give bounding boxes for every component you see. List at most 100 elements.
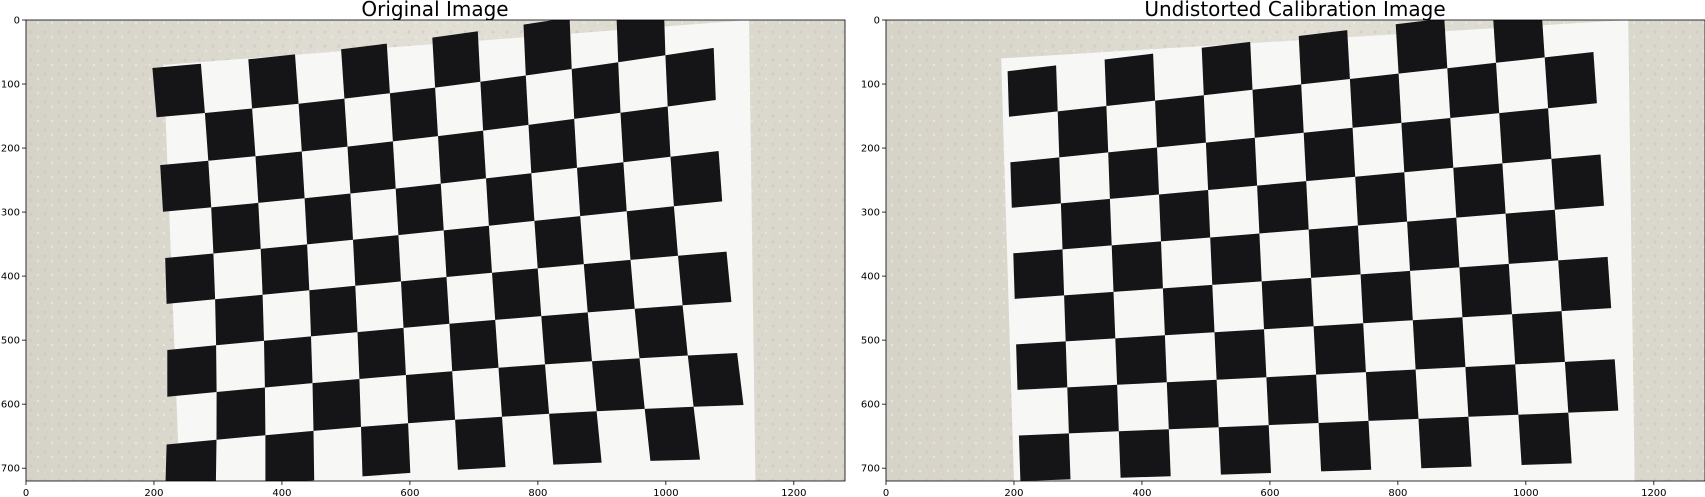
checker-square [1564, 359, 1619, 413]
checker-square [1218, 425, 1271, 475]
checker-square [298, 98, 348, 152]
x-tick-label: 1200 [1641, 488, 1666, 497]
y-tick-label: 500 [1, 336, 20, 347]
checker-square [571, 62, 621, 119]
checker-square [1162, 284, 1215, 336]
checker-square [687, 353, 744, 407]
checker-square [492, 268, 542, 320]
panel-title-original: Original Image [361, 0, 508, 21]
checker-square [401, 277, 450, 328]
x-tick-label: 800 [1388, 488, 1407, 497]
y-tick-label: 100 [861, 80, 880, 91]
x-tick-label: 200 [1004, 488, 1023, 497]
checker-square [264, 336, 313, 388]
checker-square [644, 406, 700, 461]
x-tick-label: 1000 [1513, 488, 1538, 497]
checker-square [165, 253, 216, 304]
checker-square [1201, 41, 1253, 96]
checker-square [1205, 137, 1258, 190]
y-tick-label: 100 [1, 80, 20, 91]
checker-square [534, 216, 584, 269]
checker-square [357, 327, 406, 379]
checker-square [626, 206, 678, 260]
checker-square [1111, 241, 1163, 292]
panel-title-undistorted: Undistorted Calibration Image [1144, 0, 1445, 21]
checker-square [498, 364, 550, 417]
checker-square [1214, 329, 1267, 380]
checker-square [1412, 317, 1466, 370]
checker-square [1266, 374, 1319, 426]
checker-square [1505, 209, 1559, 264]
checker-square [443, 225, 492, 277]
checker-square [1018, 433, 1071, 481]
checker-square [620, 106, 671, 163]
x-tick-label: 400 [272, 488, 291, 497]
checker-square [592, 358, 645, 412]
checker-square [1013, 249, 1065, 299]
y-tick-label: 200 [1, 144, 20, 155]
checker-square [1252, 84, 1304, 138]
checker-square [577, 162, 627, 217]
checker-square [265, 430, 315, 481]
checker-square [480, 75, 529, 131]
checker-square [1257, 181, 1309, 234]
checker-square [1407, 217, 1460, 271]
y-tick-label: 300 [861, 208, 880, 219]
checker-square [304, 193, 353, 245]
checker-square [1355, 172, 1408, 226]
checker-square [405, 371, 456, 424]
checker-square [541, 312, 592, 365]
checker-square [1060, 198, 1112, 250]
checker-square [1064, 291, 1116, 342]
checker-square [1499, 108, 1552, 164]
y-axis-original: 0 100 200 300 400 500 600 700 [1, 16, 26, 475]
checker-square [1308, 225, 1361, 278]
checker-square [260, 244, 310, 295]
checker-square [665, 47, 716, 107]
checker-square [395, 183, 444, 236]
x-axis-undistorted: 0 200 400 600 800 1000 1200 [883, 481, 1667, 497]
checker-square [678, 251, 732, 306]
x-tick-label: 200 [144, 488, 163, 497]
checker-square [1360, 270, 1413, 324]
checker-square [1453, 163, 1506, 218]
checker-square [1155, 95, 1206, 148]
checker-square [1115, 335, 1167, 385]
checker-square [1493, 20, 1545, 63]
checker-square [312, 379, 361, 431]
y-tick-label: 400 [1, 272, 20, 283]
y-tick-label: 600 [1, 400, 20, 411]
checker-square [347, 141, 396, 194]
checker-square [1558, 256, 1612, 312]
y-tick-label: 700 [1, 464, 20, 475]
y-tick-label: 600 [861, 400, 880, 411]
checker-square [1159, 190, 1211, 242]
checker-square [1512, 311, 1565, 365]
axes-frame-undistorted [885, 19, 1705, 482]
checker-square [215, 294, 264, 346]
checker-square [1465, 364, 1519, 417]
checker-square [1518, 412, 1572, 465]
checker-square [1010, 157, 1061, 208]
checker-square [1551, 154, 1604, 210]
y-tick-label: 0 [14, 16, 20, 27]
x-axis-original: 0 200 400 600 800 1000 1200 [23, 481, 807, 497]
x-tick-label: 600 [1260, 488, 1279, 497]
checker-square [1007, 65, 1058, 117]
x-tick-label: 400 [1132, 488, 1151, 497]
y-tick-label: 0 [874, 16, 880, 27]
checker-square [528, 118, 577, 174]
checker-square [309, 285, 358, 337]
checker-square [216, 387, 266, 440]
checker-square [432, 31, 481, 88]
checker-square [1418, 416, 1472, 469]
x-tick-label: 800 [528, 488, 547, 497]
checker-square [1261, 277, 1314, 330]
checker-square [248, 54, 299, 109]
checker-square [1544, 52, 1597, 109]
checker-square [361, 423, 411, 477]
checker-square [449, 319, 499, 372]
x-tick-label: 0 [883, 488, 889, 497]
checker-square [167, 345, 217, 397]
